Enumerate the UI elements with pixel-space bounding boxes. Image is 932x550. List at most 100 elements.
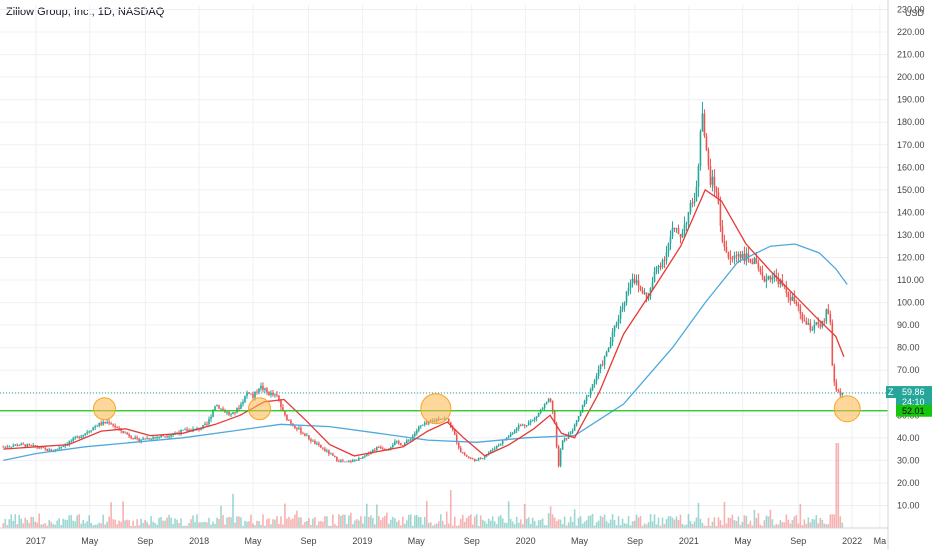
volume-bar bbox=[320, 520, 322, 528]
candle-body bbox=[158, 436, 160, 438]
candle-body bbox=[376, 447, 378, 451]
candle-body bbox=[669, 236, 672, 244]
volume-bar bbox=[457, 525, 460, 528]
candle-body bbox=[713, 176, 716, 188]
volume-bar bbox=[789, 523, 792, 528]
candle-body bbox=[451, 427, 454, 430]
volume-bar bbox=[449, 490, 452, 528]
volume-bar bbox=[4, 518, 7, 528]
x-tick-label: 2019 bbox=[352, 536, 372, 546]
highlight-circle bbox=[833, 395, 861, 423]
volume-bar bbox=[10, 514, 13, 528]
volume-bar bbox=[54, 524, 57, 528]
volume-bar bbox=[479, 515, 482, 528]
candle-body bbox=[593, 380, 596, 385]
volume-bar bbox=[192, 515, 194, 528]
y-tick-label: 70.00 bbox=[897, 365, 920, 375]
volume-bar bbox=[827, 524, 830, 528]
volume-bar bbox=[402, 516, 404, 528]
candle-body bbox=[42, 447, 45, 449]
candle-body bbox=[122, 430, 124, 433]
x-tick-label: May bbox=[245, 536, 263, 546]
candle-body bbox=[655, 267, 658, 272]
candle-body bbox=[447, 418, 450, 423]
candle-body bbox=[364, 455, 366, 457]
volume-bar bbox=[837, 443, 840, 528]
volume-bar bbox=[306, 520, 308, 528]
candle-body bbox=[837, 390, 840, 391]
candle-body bbox=[633, 278, 636, 283]
volume-bar bbox=[18, 514, 21, 528]
candle-body bbox=[465, 455, 468, 457]
volume-bar bbox=[597, 520, 600, 528]
candle-body bbox=[595, 376, 598, 381]
volume-bar bbox=[264, 525, 266, 528]
volume-bar bbox=[154, 522, 156, 528]
volume-bar bbox=[186, 525, 188, 528]
volume-bar bbox=[619, 525, 622, 528]
volume-bar bbox=[148, 524, 150, 528]
candle-body bbox=[72, 438, 74, 441]
volume-bar bbox=[679, 514, 682, 528]
candle-body bbox=[571, 430, 574, 433]
volume-bar bbox=[174, 518, 176, 528]
volume-bar bbox=[581, 523, 584, 528]
candle-body bbox=[689, 202, 692, 213]
volume-bar bbox=[601, 517, 604, 528]
volume-bar bbox=[66, 520, 68, 528]
volume-bar bbox=[234, 522, 236, 528]
candle-body bbox=[635, 280, 638, 283]
volume-bar bbox=[316, 525, 318, 528]
volume-bar bbox=[226, 517, 228, 528]
candle-body bbox=[551, 400, 554, 411]
volume-bar bbox=[122, 501, 124, 528]
volume-bar bbox=[372, 518, 374, 528]
candle-body bbox=[44, 447, 47, 449]
volume-bar bbox=[86, 521, 88, 528]
grid bbox=[0, 5, 888, 528]
volume-bar bbox=[104, 524, 106, 528]
candle-body bbox=[613, 325, 616, 332]
candle-body bbox=[475, 459, 478, 461]
candle-body bbox=[212, 410, 214, 417]
volume-bar bbox=[132, 520, 134, 528]
volume-bar bbox=[328, 525, 330, 528]
y-tick-label: 40.00 bbox=[897, 433, 920, 443]
candle-body bbox=[130, 436, 132, 439]
highlight-circles bbox=[92, 393, 861, 425]
candle-body bbox=[785, 286, 788, 293]
volume-bar bbox=[775, 523, 778, 528]
volume-bar bbox=[491, 516, 494, 528]
candle-body bbox=[258, 388, 260, 393]
candle-body bbox=[643, 292, 646, 294]
volume-bar bbox=[447, 523, 450, 528]
candle-body bbox=[98, 422, 100, 426]
volume-bar bbox=[114, 519, 116, 528]
volume-bar bbox=[252, 523, 254, 528]
candle-body bbox=[603, 356, 606, 365]
volume-bar bbox=[691, 523, 694, 528]
volume-bars bbox=[2, 443, 844, 528]
candle-body bbox=[711, 176, 714, 185]
candle-body bbox=[743, 253, 746, 262]
volume-bar bbox=[765, 515, 768, 528]
volume-bar bbox=[489, 520, 492, 528]
candle-body bbox=[210, 416, 212, 420]
candle-body bbox=[489, 450, 492, 453]
highlight-circle bbox=[248, 397, 272, 421]
volume-bar bbox=[421, 524, 424, 528]
candle-body bbox=[511, 433, 514, 434]
candle-body bbox=[731, 258, 734, 260]
volume-bar bbox=[493, 521, 496, 528]
candle-body bbox=[757, 263, 760, 269]
candle-body bbox=[811, 329, 814, 331]
volume-bar bbox=[78, 514, 80, 528]
volume-bar bbox=[278, 523, 280, 528]
candle-body bbox=[144, 438, 146, 440]
y-tick-label: 130.00 bbox=[897, 230, 925, 240]
volume-bar bbox=[569, 516, 572, 528]
volume-bar bbox=[208, 517, 210, 528]
volume-bar bbox=[821, 519, 824, 528]
volume-bar bbox=[268, 518, 270, 528]
